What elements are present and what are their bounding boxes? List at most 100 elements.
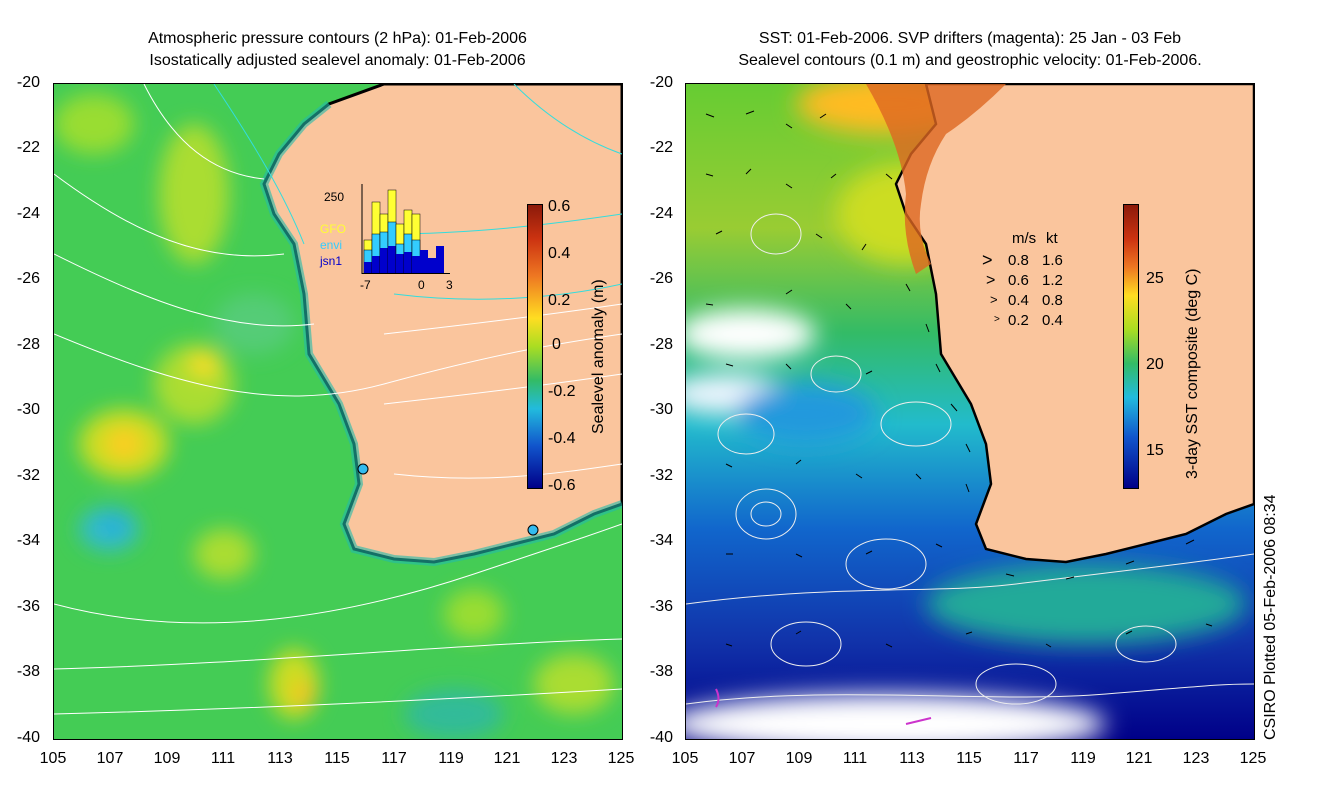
sealevel-contours — [686, 213, 1254, 705]
inset-xtick: 0 — [418, 278, 425, 292]
y-tick: -26 — [16, 270, 40, 287]
left-colorbar-tick: 0.2 — [548, 292, 571, 309]
tide-gauge-marker — [527, 524, 539, 536]
inset-bar — [420, 250, 428, 274]
x-tick: 123 — [1182, 750, 1210, 767]
y-tick: -36 — [16, 598, 40, 615]
velocity-legend-header-ms: m/s — [1012, 230, 1037, 247]
drifter-track — [715, 688, 720, 708]
drifter-track — [905, 717, 932, 725]
velocity-arrow-icon: > — [994, 314, 1000, 325]
x-tick: 107 — [96, 750, 124, 767]
x-tick: 119 — [438, 750, 464, 767]
inset-legend-envi: envi — [320, 238, 343, 252]
y-tick: -22 — [16, 139, 40, 156]
left-colorbar — [527, 204, 543, 489]
inset-bar — [436, 246, 444, 274]
right-colorbar-label: 3-day SST composite (deg C) — [1184, 268, 1201, 479]
x-tick: 115 — [956, 750, 982, 767]
x-tick: 105 — [39, 750, 67, 767]
y-tick: -30 — [16, 401, 40, 418]
velocity-legend-kt: 1.2 — [1042, 272, 1063, 289]
x-tick: 125 — [1239, 750, 1267, 767]
x-tick: 121 — [493, 750, 521, 767]
velocity-arrows — [705, 110, 1213, 648]
y-tick: -20 — [16, 74, 40, 91]
left-colorbar-tick: 0 — [552, 336, 561, 353]
velocity-legend-kt: 1.6 — [1042, 252, 1063, 269]
velocity-arrow-icon: > — [986, 272, 996, 289]
x-tick: 113 — [899, 750, 925, 767]
y-tick: -32 — [16, 467, 40, 484]
left-colorbar-tick: 0.4 — [548, 245, 571, 262]
inset-legend-jsn1: jsn1 — [320, 254, 343, 268]
inset-bar — [371, 201, 381, 274]
x-tick: 109 — [153, 750, 181, 767]
right-colorbar-tick: 25 — [1146, 270, 1164, 287]
x-tick: 123 — [550, 750, 578, 767]
y-tick: -28 — [649, 336, 673, 353]
x-tick: 117 — [381, 750, 407, 767]
velocity-arrow-icon: > — [990, 292, 998, 307]
shelf-band — [259, 100, 622, 567]
left-colorbar-label: Sealevel anomaly (m) — [590, 279, 607, 434]
y-tick: -30 — [649, 401, 673, 418]
right-title-line1: SST: 01-Feb-2006. SVP drifters (magenta)… — [758, 30, 1182, 47]
x-tick: 109 — [785, 750, 813, 767]
inset-bar — [363, 239, 373, 274]
inset-bar — [395, 223, 405, 274]
inset-bar — [411, 213, 421, 274]
x-tick: 125 — [607, 750, 635, 767]
velocity-legend-ms: 0.6 — [1008, 272, 1029, 289]
x-tick: 105 — [671, 750, 699, 767]
right-title-line2: Sealevel contours (0.1 m) and geostrophi… — [738, 52, 1202, 69]
plot-credit: CSIRO Plotted 05-Feb-2006 08:34 — [1262, 494, 1279, 740]
inset-histogram: 250 GFO envi jsn1 — [312, 184, 472, 294]
left-title-line1: Atmospheric pressure contours (2 hPa): 0… — [148, 30, 527, 47]
x-tick: 115 — [324, 750, 350, 767]
x-tick: 117 — [1013, 750, 1039, 767]
right-colorbar-tick: 20 — [1146, 356, 1164, 373]
right-title: SST: 01-Feb-2006. SVP drifters (magenta)… — [660, 28, 1280, 72]
left-map: 250 GFO envi jsn1 — [53, 83, 623, 740]
left-title: Atmospheric pressure contours (2 hPa): 0… — [55, 28, 620, 72]
velocity-legend-header-kt: kt — [1046, 230, 1058, 247]
velocity-legend-kt: 0.8 — [1042, 292, 1063, 309]
y-tick: -32 — [649, 467, 673, 484]
inset-xtick: 3 — [446, 278, 453, 292]
pressure-contours — [54, 84, 622, 715]
y-tick: -38 — [649, 663, 673, 680]
y-tick: -24 — [16, 205, 40, 222]
inset-xtick: -7 — [360, 278, 371, 292]
warm-coastal-band — [866, 84, 1006, 274]
y-tick: -36 — [649, 598, 673, 615]
y-tick: -28 — [16, 336, 40, 353]
y-tick: -24 — [649, 205, 673, 222]
y-tick: -38 — [16, 663, 40, 680]
left-colorbar-tick: -0.2 — [548, 383, 576, 400]
inset-bar — [387, 189, 397, 274]
y-tick: -34 — [16, 532, 40, 549]
inset-ymax: 250 — [324, 190, 345, 204]
left-colorbar-tick: 0.6 — [548, 198, 571, 215]
inset-bar — [379, 213, 389, 274]
inset-bars — [361, 184, 450, 274]
x-tick: 111 — [210, 750, 236, 767]
x-tick: 121 — [1125, 750, 1153, 767]
y-tick: -40 — [649, 729, 673, 746]
x-tick: 107 — [728, 750, 756, 767]
y-tick: -34 — [649, 532, 673, 549]
velocity-legend-kt: 0.4 — [1042, 312, 1063, 329]
x-tick: 113 — [267, 750, 293, 767]
tide-gauge-marker — [357, 463, 369, 475]
left-colorbar-tick: -0.4 — [548, 430, 576, 447]
right-map-graphic — [686, 84, 1254, 739]
right-colorbar-tick: 15 — [1146, 442, 1164, 459]
y-tick: -26 — [649, 270, 673, 287]
right-map: m/s kt > 0.8 1.6 > 0.6 1.2 > 0.4 0.8 > 0… — [685, 83, 1255, 740]
y-tick: -40 — [16, 729, 40, 746]
velocity-legend-ms: 0.4 — [1008, 292, 1029, 309]
left-title-line2: Isostatically adjusted sealevel anomaly:… — [149, 52, 526, 69]
velocity-legend-ms: 0.8 — [1008, 252, 1029, 269]
inset-bar — [403, 209, 413, 274]
